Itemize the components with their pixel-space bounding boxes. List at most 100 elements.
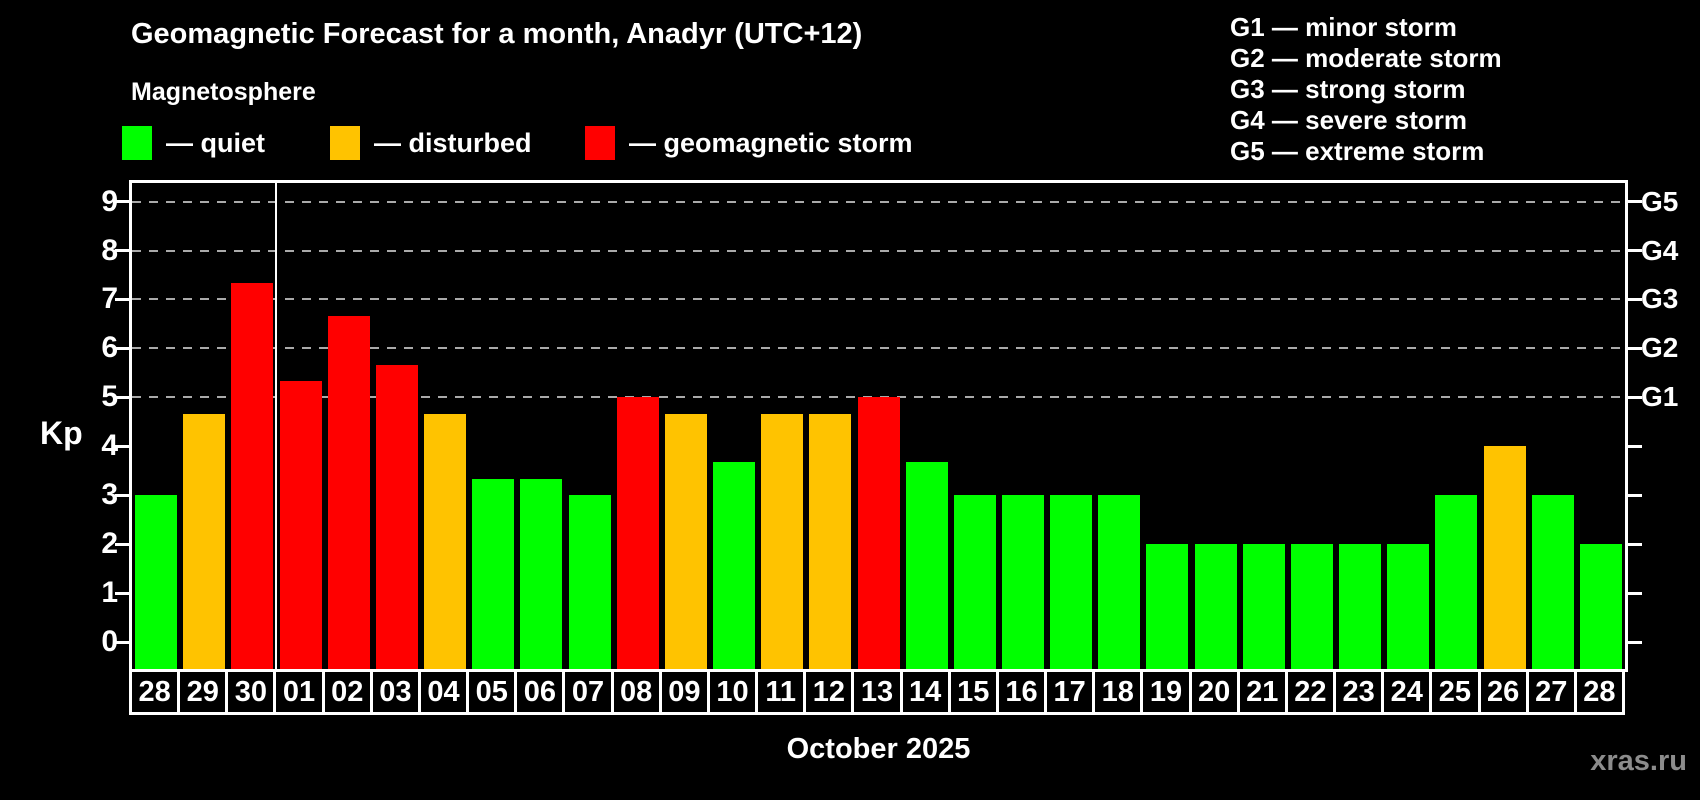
watermark: xras.ru [1590, 745, 1687, 777]
bar-day-12 [809, 413, 852, 669]
y-tick-label-1: 1 [101, 576, 118, 610]
chart-subtitle: Magnetosphere [131, 78, 316, 106]
bar-day-08 [616, 397, 659, 669]
bar-day-05 [472, 479, 515, 669]
bar-day-30 [231, 283, 274, 669]
bar-day-09 [664, 413, 707, 669]
bar-day-29 [183, 413, 226, 669]
y-tick-right-9 [1628, 200, 1642, 204]
y-tick-left-1 [115, 591, 129, 595]
bar-day-04 [424, 413, 467, 669]
chart-title: Geomagnetic Forecast for a month, Anadyr… [131, 18, 863, 50]
bar-day-22 [1290, 544, 1333, 669]
y-tick-right-7 [1628, 297, 1642, 301]
date-cell-30: 28 [1573, 669, 1625, 715]
y-tick-left-4 [115, 444, 129, 448]
bar-day-01 [279, 381, 322, 669]
bar-day-24 [1387, 544, 1430, 669]
legend-label-disturbed: — disturbed [374, 127, 532, 158]
date-cell-28: 26 [1477, 669, 1529, 715]
bar-day-28 [1579, 544, 1622, 669]
date-cell-8: 06 [514, 669, 566, 715]
y-tick-left-3 [115, 493, 129, 497]
date-cell-23: 21 [1236, 669, 1288, 715]
date-cell-11: 09 [658, 669, 710, 715]
y-tick-right-2 [1628, 542, 1642, 546]
y-tick-label-4: 4 [101, 429, 118, 463]
bar-day-28 [135, 495, 178, 669]
y-tick-right-1 [1628, 591, 1642, 595]
legend-swatch-quiet [122, 126, 152, 160]
legend-item-quiet: — quiet [122, 126, 265, 160]
bar-day-02 [327, 315, 370, 669]
date-cell-21: 19 [1140, 669, 1192, 715]
gridline-kp-8 [132, 249, 1625, 252]
date-cell-1: 29 [177, 669, 229, 715]
y-axis-label: Kp [40, 415, 83, 451]
g-legend-line-g5: G5 — extreme storm [1230, 136, 1485, 166]
date-cell-29: 27 [1525, 669, 1577, 715]
date-cell-16: 14 [899, 669, 951, 715]
date-cell-12: 10 [706, 669, 759, 715]
bar-day-13 [857, 397, 900, 669]
legend-label-storm: — geomagnetic storm [629, 127, 913, 158]
y-tick-label-5: 5 [101, 380, 118, 414]
gridline-kp-9 [132, 200, 1625, 203]
bar-day-27 [1531, 495, 1574, 669]
date-cell-25: 23 [1333, 669, 1385, 715]
bar-day-07 [568, 495, 611, 669]
legend-swatch-disturbed [330, 126, 360, 160]
date-cell-27: 25 [1429, 669, 1481, 715]
bar-day-06 [520, 479, 563, 669]
y-tick-label-0: 0 [101, 625, 118, 659]
y-tick-label-8: 8 [101, 233, 118, 267]
y-tick-left-8 [115, 249, 129, 253]
chart-legend: — quiet — disturbed — geomagnetic storm [0, 126, 1700, 168]
y-tick-label-6: 6 [101, 331, 118, 365]
gridline-kp-6 [132, 347, 1625, 350]
date-cell-15: 13 [851, 669, 903, 715]
x-axis-label: October 2025 [786, 733, 971, 765]
date-cell-2: 30 [225, 669, 277, 715]
date-cell-22: 20 [1188, 669, 1240, 715]
g-axis-label-G4: G4 [1641, 234, 1679, 266]
gridline-kp-7 [132, 298, 1625, 301]
date-cell-13: 11 [755, 669, 807, 715]
g-legend-line-g1: G1 — minor storm [1230, 12, 1457, 42]
y-tick-label-2: 2 [101, 527, 118, 561]
g-axis-label-G2: G2 [1641, 332, 1679, 364]
bar-day-26 [1483, 446, 1526, 669]
date-cell-24: 22 [1284, 669, 1337, 715]
bar-day-15 [953, 495, 996, 669]
g-legend-line-g4: G4 — severe storm [1230, 105, 1468, 135]
y-tick-left-5 [115, 395, 129, 399]
legend-item-disturbed: — disturbed [330, 126, 532, 160]
g-legend-line-g2: G2 — moderate storm [1230, 43, 1502, 73]
date-cell-17: 15 [947, 669, 999, 715]
plot-area: Kp 28 29 30 01 02 03 04 05 06 07 08 09 10 11 12 13 14 15 1… [40, 180, 1678, 765]
date-cell-18: 16 [995, 669, 1048, 715]
bar-day-17 [1050, 495, 1093, 669]
y-tick-left-6 [115, 346, 129, 350]
date-cell-6: 04 [417, 669, 470, 715]
bar-day-20 [1194, 544, 1237, 669]
y-tick-left-0 [115, 640, 129, 644]
y-tick-right-4 [1628, 444, 1642, 448]
y-tick-right-8 [1628, 249, 1642, 253]
g-axis-label-G5: G5 [1641, 185, 1679, 217]
bar-day-25 [1435, 495, 1478, 669]
legend-swatch-storm [585, 126, 615, 160]
bar-day-03 [375, 364, 418, 669]
y-tick-label-9: 9 [101, 184, 118, 218]
y-tick-label-3: 3 [101, 478, 118, 512]
y-tick-right-6 [1628, 346, 1642, 350]
y-tick-left-9 [115, 200, 129, 204]
legend-label-quiet: — quiet [166, 127, 265, 158]
date-cell-26: 24 [1381, 669, 1433, 715]
bar-day-14 [905, 462, 948, 669]
bar-day-10 [713, 462, 756, 669]
date-cell-9: 07 [562, 669, 614, 715]
date-cell-20: 18 [1092, 669, 1144, 715]
date-cell-3: 01 [273, 669, 325, 715]
date-cell-10: 08 [610, 669, 662, 715]
